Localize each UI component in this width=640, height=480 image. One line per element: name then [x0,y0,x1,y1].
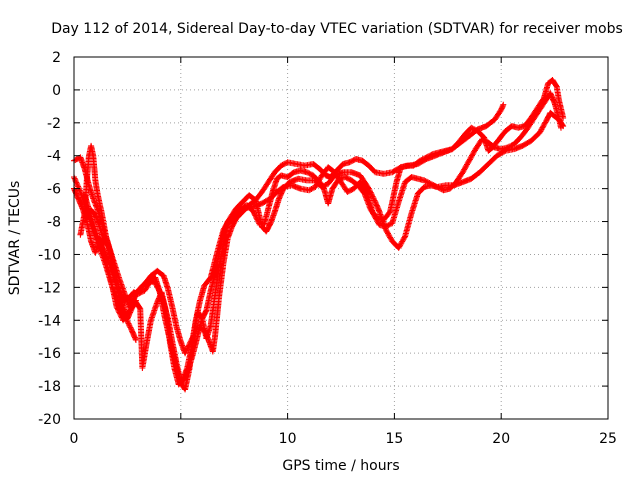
y-tick-label: -6 [47,182,61,198]
y-tick-label: -8 [47,215,61,231]
y-tick-label: -18 [38,379,61,395]
x-axis: 0 5 10 15 20 25 [70,431,617,447]
y-axis-label: SDTVAR / TECUs [7,181,23,296]
y-tick-label: -12 [38,280,61,296]
y-tick-label: -2 [47,116,61,132]
y-tick-label: -16 [38,346,61,362]
y-tick-label: 2 [52,50,61,66]
x-tick-label: 0 [70,431,79,447]
x-tick-label: 15 [385,431,403,447]
y-axis: -20-18-16-14-12-10-8-6-4-202 [38,50,61,428]
plot-frame [73,56,609,420]
x-tick-label: 25 [599,431,617,447]
y-tick-label: -10 [38,247,61,263]
y-tick-label: -20 [38,412,61,428]
x-tick-label: 5 [176,431,185,447]
grid [74,57,608,419]
y-tick-label: 0 [52,83,61,99]
x-tick-label: 20 [492,431,510,447]
data-track [83,207,139,322]
x-tick-label: 10 [279,431,297,447]
y-tick-label: -4 [47,149,61,165]
axis-ticks [73,56,609,420]
y-tick-label: -14 [38,313,61,329]
data-point-markers [83,207,139,322]
chart-title: Day 112 of 2014, Sidereal Day-to-day VTE… [51,21,623,37]
x-axis-label: GPS time / hours [282,458,399,474]
